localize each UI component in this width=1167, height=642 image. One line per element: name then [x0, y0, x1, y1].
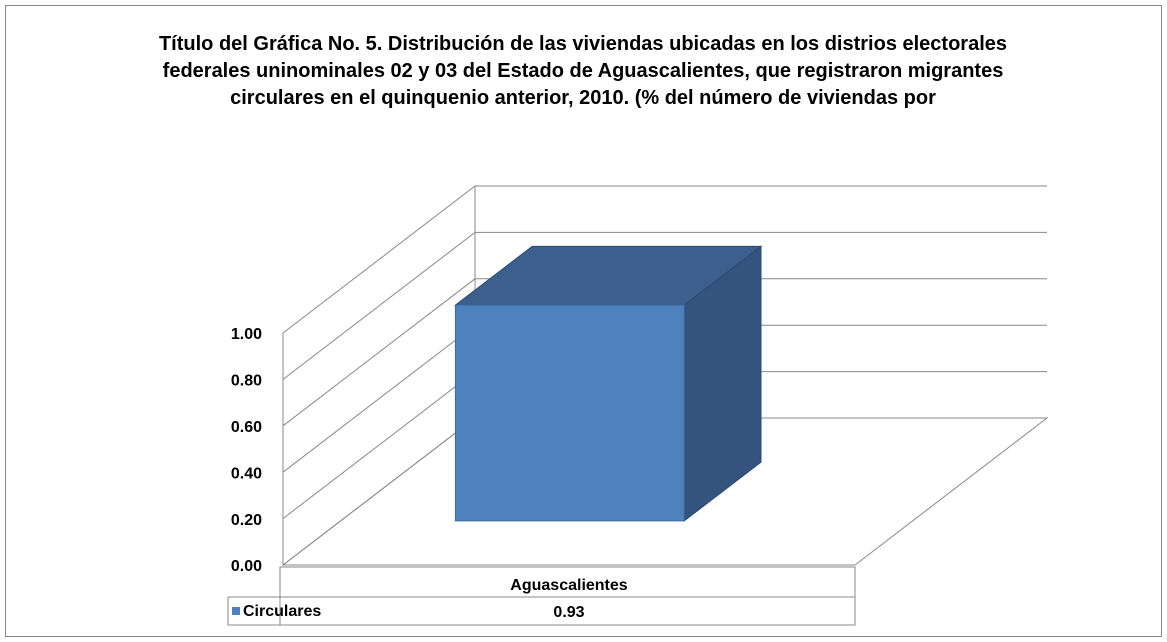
- grid-line: [282, 185, 1047, 334]
- x-tick-label: Aguascalientes: [510, 577, 627, 594]
- y-tick-label: 0.40: [231, 465, 262, 482]
- legend-label: Circulares: [243, 603, 321, 620]
- table-values-row: [279, 596, 856, 626]
- y-tick-label: 0.80: [231, 373, 262, 390]
- data-table-value: 0.93: [553, 604, 584, 621]
- bar: [454, 304, 685, 522]
- legend-swatch: [232, 607, 240, 615]
- grid-line: [282, 231, 1047, 380]
- y-tick-label: 1.00: [231, 326, 262, 343]
- y-tick-label: 0.00: [231, 558, 262, 575]
- y-tick-label: 0.20: [231, 512, 262, 529]
- y-tick-label: 0.60: [231, 419, 262, 436]
- grid-line: [282, 278, 1047, 427]
- chart-title: Título del Gráfica No. 5. Distribución d…: [158, 33, 1008, 109]
